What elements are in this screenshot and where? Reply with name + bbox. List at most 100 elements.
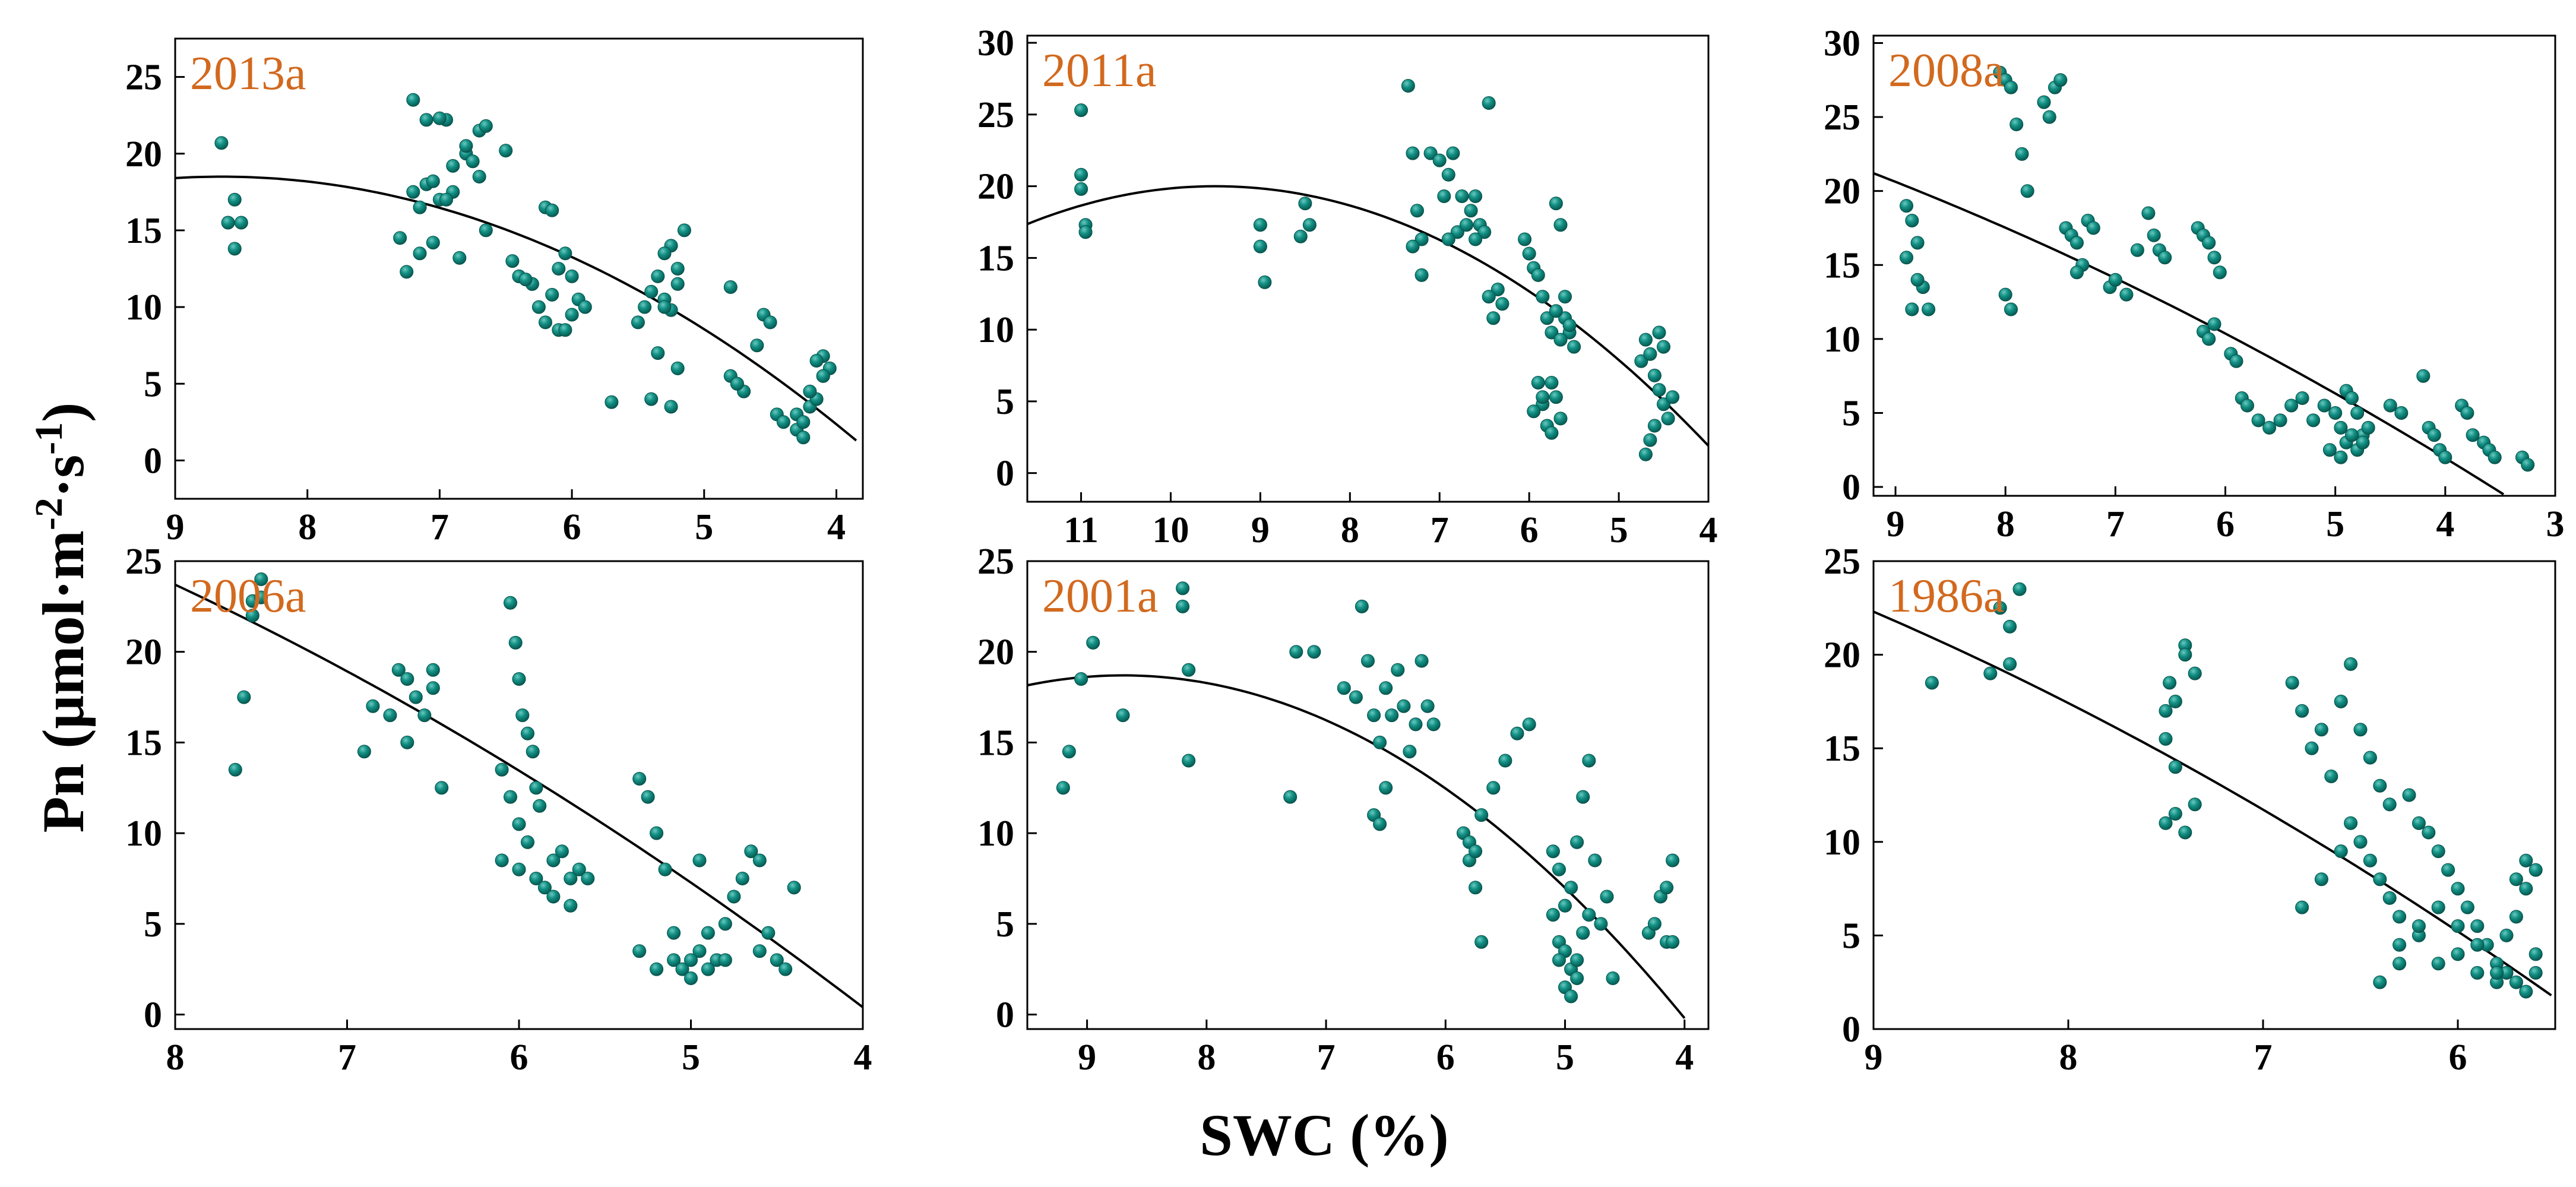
data-point <box>1298 197 1312 211</box>
data-point <box>1074 167 1088 182</box>
data-point <box>2509 910 2523 924</box>
y-tick-label: 30 <box>977 23 1014 64</box>
data-point <box>2345 391 2359 405</box>
data-point <box>1900 251 1913 265</box>
data-point <box>2383 398 2397 413</box>
data-point <box>521 835 534 849</box>
data-point <box>1660 881 1674 895</box>
data-point <box>1576 790 1590 804</box>
data-point <box>2130 243 2144 257</box>
data-point <box>1385 708 1399 723</box>
y-tick-label: 5 <box>996 904 1014 945</box>
data-point <box>1553 333 1568 347</box>
data-point <box>1545 325 1559 340</box>
y-tick-label: 5 <box>144 364 162 404</box>
data-point <box>770 953 784 967</box>
y-tick-label: 20 <box>1824 172 1860 212</box>
x-tick-label: 9 <box>1078 1037 1096 1078</box>
y-tick-label: 15 <box>977 723 1014 763</box>
data-point <box>1910 273 1925 287</box>
data-point <box>631 315 645 330</box>
y-tick-label: 10 <box>125 287 162 328</box>
data-point <box>2314 872 2328 887</box>
data-point <box>2108 273 2122 287</box>
x-tick-label: 6 <box>563 507 581 547</box>
data-point <box>1469 881 1483 895</box>
data-layer <box>175 572 863 1008</box>
data-point <box>564 898 578 913</box>
data-point <box>1900 199 1913 213</box>
y-tick-label: 25 <box>125 542 162 582</box>
fit-curve <box>175 175 857 442</box>
data-point <box>2305 741 2319 755</box>
data-point <box>472 170 486 183</box>
data-point <box>2334 420 2348 435</box>
data-point <box>2519 985 2533 999</box>
data-layer <box>1027 581 1686 1019</box>
data-point <box>2412 816 2426 830</box>
data-point <box>1546 844 1560 859</box>
data-point <box>1469 232 1483 246</box>
x-tick-label: 5 <box>695 507 713 547</box>
data-point <box>2393 938 2407 952</box>
x-tick-label: 4 <box>1700 510 1718 550</box>
data-point <box>1403 745 1417 759</box>
data-point <box>776 415 790 429</box>
data-point <box>383 708 397 723</box>
data-point <box>2416 369 2431 383</box>
data-point <box>2509 975 2523 989</box>
data-point <box>1409 717 1423 732</box>
data-point <box>1116 708 1130 723</box>
data-point <box>2451 882 2465 896</box>
data-point <box>2328 406 2343 420</box>
data-point <box>521 726 534 740</box>
data-point <box>1464 204 1478 218</box>
data-layer <box>1874 582 2552 999</box>
data-point <box>1078 225 1093 239</box>
y-tick-label: 30 <box>1824 23 1860 64</box>
data-point <box>730 376 744 391</box>
data-point <box>2334 450 2348 464</box>
data-point <box>1647 368 1662 382</box>
data-point <box>1518 232 1532 246</box>
data-point <box>723 280 738 294</box>
data-point <box>1086 635 1100 650</box>
data-point <box>366 699 380 713</box>
data-point <box>2202 332 2216 346</box>
data-point <box>1910 236 1925 250</box>
data-point <box>1552 862 1566 876</box>
data-point <box>1567 340 1581 354</box>
data-point <box>650 962 664 976</box>
data-point <box>718 917 732 931</box>
data-point <box>1258 275 1272 289</box>
data-point <box>2393 910 2407 924</box>
data-point <box>2353 723 2368 737</box>
data-point <box>400 265 414 279</box>
x-tick-label: 10 <box>1152 510 1189 550</box>
y-tick-label: 5 <box>1842 393 1860 433</box>
data-point <box>1391 663 1405 677</box>
data-point <box>651 269 665 283</box>
y-tick-label: 25 <box>1824 97 1860 138</box>
x-tick-label: 5 <box>1556 1037 1574 1078</box>
data-point <box>1495 297 1509 311</box>
data-point <box>495 762 509 777</box>
panel-1986a: 9 8 7 6 0 5 10 15 20 25 1986a <box>1824 542 2556 1078</box>
data-point <box>2373 778 2387 793</box>
data-point <box>2042 110 2056 124</box>
y-tick-label: 20 <box>125 632 162 673</box>
data-point <box>2178 825 2192 840</box>
data-point <box>504 790 517 804</box>
data-point <box>2003 657 2017 671</box>
data-layer <box>1874 65 2535 496</box>
data-point <box>1594 917 1608 931</box>
fit-curve <box>1874 610 2552 996</box>
x-tick-label: 8 <box>1197 1037 1216 1078</box>
plot-frame <box>174 560 864 1030</box>
data-point <box>1570 835 1584 849</box>
data-point <box>2284 398 2299 413</box>
data-point <box>667 953 681 967</box>
data-point <box>692 944 707 958</box>
